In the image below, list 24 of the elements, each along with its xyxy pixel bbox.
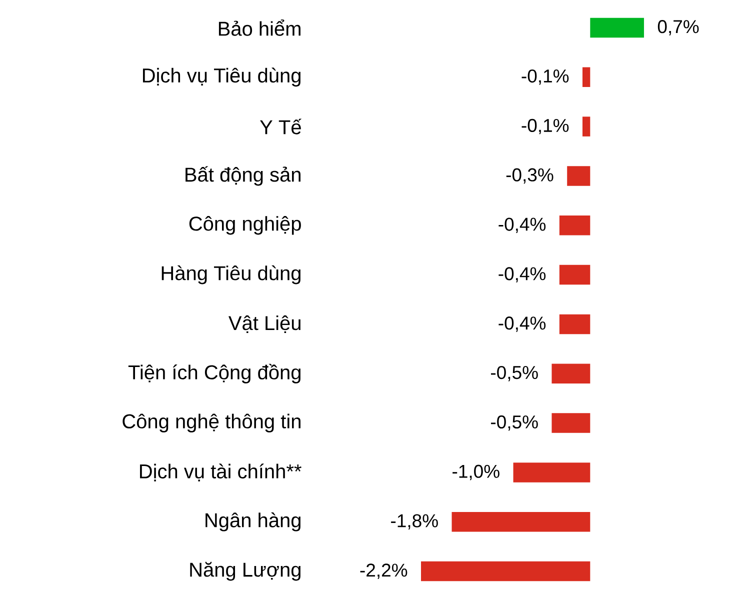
y-tick-label: Công nghiệp bbox=[189, 216, 301, 235]
y-tick-label: Dịch vụ tài chính** bbox=[140, 464, 302, 482]
y-tick-label: Ngân hàng bbox=[206, 512, 300, 532]
data-label: -0,5% bbox=[491, 415, 538, 431]
y-tick-label: Dịch vụ Tiêu dùng bbox=[142, 68, 300, 87]
y-tick-label: Tiện ích Cộng đồng bbox=[128, 364, 300, 384]
data-label: -0,1% bbox=[522, 69, 569, 85]
data-label: 0,7% bbox=[658, 20, 699, 36]
data-label: -0,3% bbox=[506, 168, 554, 184]
y-tick-label: Vật Liệu bbox=[228, 315, 300, 334]
y-tick-label: Hàng Tiêu dùng bbox=[162, 265, 300, 284]
y-tick-label: Năng Lượng bbox=[190, 562, 300, 581]
data-label: -0,5% bbox=[491, 366, 538, 382]
y-tick-label: Bảo hiểm bbox=[218, 20, 300, 36]
data-label: -0,4% bbox=[498, 267, 546, 282]
y-tick-label: Y Tế bbox=[260, 118, 302, 134]
data-label: -0,4% bbox=[498, 218, 546, 234]
data-label: -0,1% bbox=[522, 118, 569, 134]
y-tick-label: Bất động sản bbox=[186, 166, 300, 186]
data-label: -1,8% bbox=[391, 514, 438, 530]
data-label: -1,0% bbox=[452, 464, 500, 480]
y-tick-label: Công nghệ thông tin bbox=[122, 414, 300, 432]
data-label: -0,4% bbox=[498, 316, 546, 332]
data-label: -2,2% bbox=[360, 564, 408, 579]
